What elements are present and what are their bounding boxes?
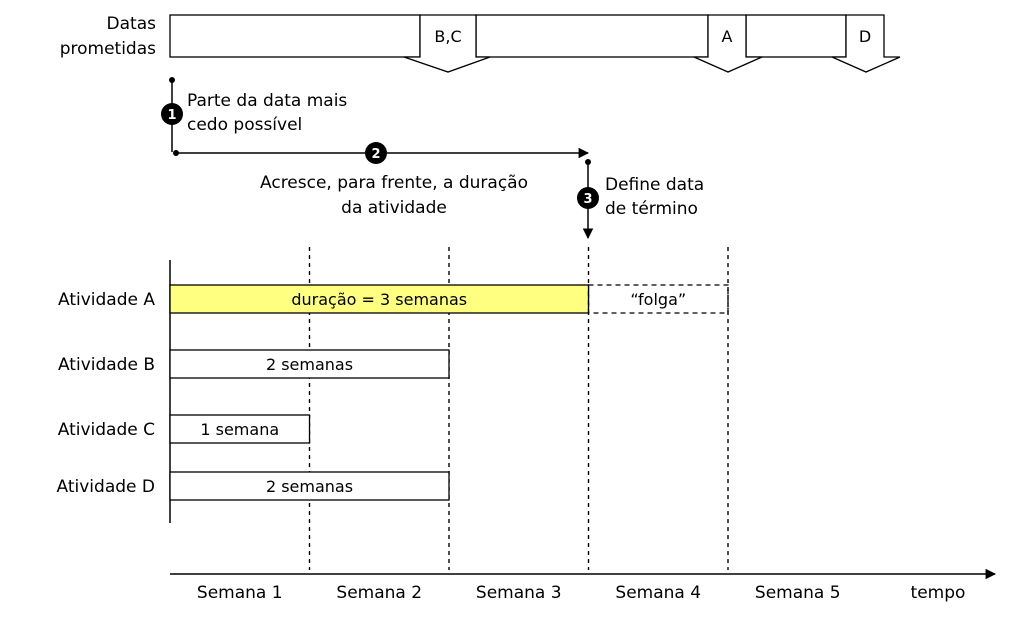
promise-marker-label: B,C — [434, 27, 461, 46]
activity-bar — [169, 349, 450, 379]
week-label: Semana 5 — [755, 583, 841, 603]
week-label: Semana 4 — [615, 583, 701, 603]
activity-bar-label: 2 semanas — [266, 477, 353, 496]
activity-bars: Atividade A duração = 3 semanas Atividade … — [57, 284, 729, 501]
promise-marker-bc: B,C — [403, 14, 491, 73]
promise-strip-segment — [475, 14, 709, 58]
activity-bar-label: duração = 3 semanas — [291, 290, 467, 309]
week-labels: Semana 1 Semana 2 Semana 3 Semana 4 Semana 5 — [197, 583, 841, 603]
activity-bar — [169, 284, 590, 314]
step1-text-line2: cedo possível — [187, 115, 302, 135]
step1-number: 1 — [167, 108, 176, 123]
time-axis-label: tempo — [911, 583, 966, 603]
promise-marker-a: A — [693, 14, 763, 73]
promised-dates-label-line2: prometidas — [60, 39, 156, 59]
step2-badge — [365, 142, 387, 164]
step3-badge — [577, 187, 599, 209]
promise-marker-d: D — [831, 14, 901, 73]
activity-label: Atividade D — [57, 477, 155, 497]
activity-label: Atividade A — [58, 290, 155, 310]
step2-text-line2: da atividade — [341, 198, 447, 218]
step3-number: 3 — [583, 192, 592, 207]
slack-label: “folga” — [630, 290, 686, 309]
activity-bar-label: 1 semana — [200, 420, 279, 439]
activity-label: Atividade C — [58, 420, 155, 440]
step3-text-line1: Define data — [605, 175, 704, 195]
activity-bar — [169, 414, 311, 444]
promise-strip-segment — [169, 14, 421, 58]
step2-number: 2 — [371, 147, 380, 162]
week-label: Semana 1 — [197, 583, 283, 603]
activity-label: Atividade B — [58, 355, 155, 375]
step2-text-line1: Acresce, para frente, a duração — [260, 173, 528, 193]
activity-bar-label: 2 semanas — [266, 355, 353, 374]
step1-text-line1: Parte da data mais — [187, 91, 347, 111]
promise-marker-label: D — [859, 27, 871, 46]
promised-dates-label-line1: Datas — [107, 14, 157, 34]
week-label: Semana 2 — [336, 583, 422, 603]
promise-strip-segment — [745, 14, 847, 58]
promise-marker-label: A — [722, 27, 733, 46]
activity-bar — [169, 471, 450, 501]
slack-box — [587, 284, 729, 314]
step3-text-line2: de término — [605, 199, 698, 219]
week-gridlines — [308, 247, 729, 570]
step1-badge — [161, 103, 183, 125]
week-label: Semana 3 — [476, 583, 562, 603]
